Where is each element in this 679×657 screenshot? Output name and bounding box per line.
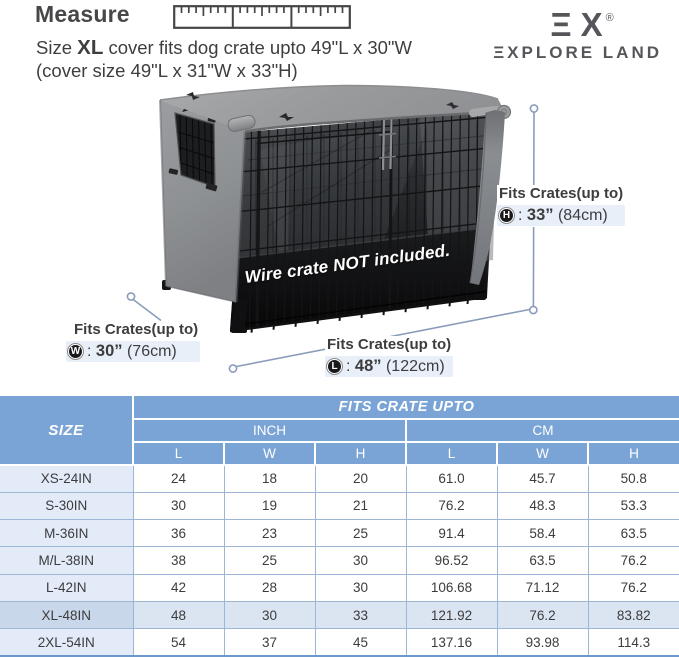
row-size-label: S-30IN	[0, 491, 134, 521]
row-size-label: XS-24IN	[0, 464, 134, 493]
table-row: M-36IN 36 23 25 91.4 58.4 63.5	[0, 519, 679, 548]
size-value-cell: 48	[132, 600, 225, 630]
length-badge: L	[327, 359, 342, 374]
row-size-label: M/L-38IN	[0, 546, 134, 575]
size-value-cell: 121.92	[405, 600, 498, 630]
dimension-label-width: Fits Crates(up to) W : 30” (76cm)	[66, 321, 201, 363]
size-value-cell: 48.3	[496, 491, 589, 521]
size-table-body: XS-24IN 24 18 20 61.0 45.7 50.8 S-30IN 30 19 21 76.…	[0, 464, 679, 657]
size-value-cell: 38	[132, 546, 225, 575]
dimension-caption: Fits Crates(up to)	[497, 185, 626, 202]
brand-name: ΞXPLORE LAND	[493, 43, 662, 62]
col-header: H	[314, 441, 407, 466]
size-value-cell: 18	[223, 464, 316, 493]
size-value-cell: 114.3	[587, 628, 679, 657]
registered-trademark-icon: ®	[605, 12, 614, 24]
height-value: : 33” (84cm)	[518, 206, 608, 224]
dimension-caption: Fits Crates(up to)	[72, 321, 201, 338]
dimension-label-height: Fits Crates(up to) H : 33” (84cm)	[497, 185, 626, 227]
table-row: XL-48IN 48 30 33 121.92 76.2 83.82	[0, 600, 679, 630]
size-value-cell: 19	[223, 491, 316, 521]
table-row: XS-24IN 24 18 20 61.0 45.7 50.8	[0, 464, 679, 493]
size-value-cell: 106.68	[405, 573, 498, 602]
size-value-cell: 76.2	[405, 491, 498, 521]
cover-right-panel	[469, 110, 505, 285]
size-value-cell: 25	[314, 519, 407, 548]
width-value: : 30” (76cm)	[87, 342, 177, 360]
table-row: 2XL-54IN 54 37 45 137.16 93.98 114.3	[0, 628, 679, 657]
table-row: S-30IN 30 19 21 76.2 48.3 53.3	[0, 491, 679, 521]
crate-illustration	[126, 84, 539, 373]
crate-front-wires	[229, 110, 497, 333]
size-chart-table: SIZE FITS CRATE UPTO INCH CM L W H L W H…	[0, 396, 679, 657]
size-value-cell: 91.4	[405, 519, 498, 548]
unit-header-cm: CM	[405, 418, 679, 443]
size-value-cell: 23	[223, 519, 316, 548]
row-size-label: M-36IN	[0, 519, 134, 548]
size-value-cell: 50.8	[587, 464, 679, 493]
cover-roof	[159, 84, 512, 133]
col-header: L	[405, 441, 498, 466]
figure-section: Wire crate NOT included. Fits Crates(up …	[66, 84, 626, 378]
table-title: FITS CRATE UPTO	[132, 396, 679, 420]
brand-mark: ΞX®	[550, 6, 614, 43]
width-badge: W	[68, 344, 83, 359]
cover-left-panel	[159, 99, 247, 303]
height-badge: H	[499, 208, 514, 223]
size-value-cell: 45.7	[496, 464, 589, 493]
size-value-cell: 53.3	[587, 491, 679, 521]
col-header: L	[133, 441, 225, 466]
size-description-line2: (cover size 49"L x 31"W x 33"H)	[36, 60, 298, 81]
measure-title: Measure	[35, 1, 130, 27]
crate-pan-corner	[230, 298, 248, 331]
size-value-cell: 37	[223, 628, 316, 657]
size-value-cell: 20	[314, 464, 407, 493]
row-size-label: 2XL-54IN	[0, 628, 134, 657]
brand-logo: ΞX® ΞXPLORE LAND	[493, 2, 662, 63]
col-header: H	[587, 441, 679, 466]
dimension-caption: Fits Crates(up to)	[325, 336, 454, 353]
size-value-cell: 76.2	[587, 573, 679, 602]
size-value-cell: 54	[132, 628, 225, 657]
size-value-cell: 24	[132, 464, 225, 493]
ruler-icon	[173, 5, 351, 29]
size-value-cell: 83.82	[587, 600, 679, 630]
table-row: L-42IN 42 28 30 106.68 71.12 76.2	[0, 573, 679, 602]
size-value-cell: 76.2	[496, 600, 589, 630]
size-value-cell: 45	[314, 628, 407, 657]
size-value-cell: 96.52	[405, 546, 498, 575]
size-value-cell: 61.0	[405, 464, 498, 493]
size-value-cell: 28	[223, 573, 316, 602]
size-value-cell: 33	[314, 600, 407, 630]
row-size-label: L-42IN	[0, 573, 134, 602]
col-header: W	[496, 441, 589, 466]
dimension-label-length: Fits Crates(up to) L : 48” (122cm)	[325, 336, 454, 378]
col-header: W	[223, 441, 316, 466]
table-row: M/L-38IN 38 25 30 96.52 63.5 76.2	[0, 546, 679, 575]
size-column-header: SIZE	[0, 396, 134, 466]
size-value-cell: 93.98	[496, 628, 589, 657]
size-value-cell: 25	[223, 546, 316, 575]
unit-header-inch: INCH	[133, 418, 407, 443]
size-value-cell: 30	[132, 491, 225, 521]
length-value: : 48” (122cm)	[346, 357, 445, 375]
size-value-cell: 63.5	[496, 546, 589, 575]
size-value-cell: 71.12	[496, 573, 589, 602]
size-value-cell: 58.4	[496, 519, 589, 548]
size-value-cell: 30	[314, 546, 407, 575]
row-size-label: XL-48IN	[0, 600, 134, 630]
size-value-cell: 30	[314, 573, 407, 602]
size-value-cell: 36	[132, 519, 225, 548]
size-value-cell: 42	[132, 573, 225, 602]
size-description-line1: Size XL cover fits dog crate upto 49"L x…	[36, 36, 412, 59]
size-value-cell: 137.16	[405, 628, 498, 657]
size-value-cell: 30	[223, 600, 316, 630]
size-value-cell: 76.2	[587, 546, 679, 575]
size-value-cell: 21	[314, 491, 407, 521]
size-value-cell: 63.5	[587, 519, 679, 548]
